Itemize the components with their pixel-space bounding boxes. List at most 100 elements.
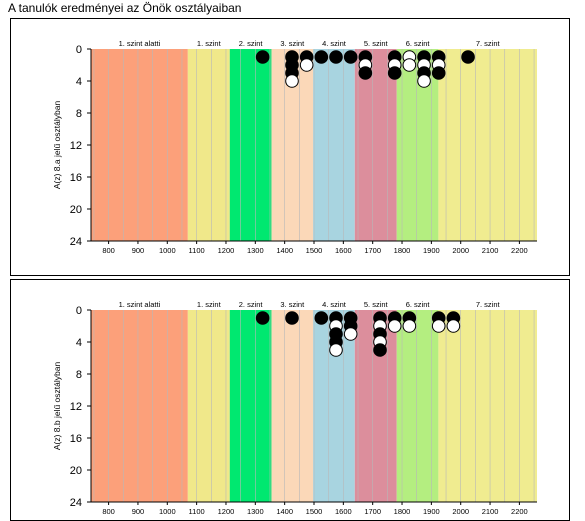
- x-tick-label: 1700: [364, 507, 381, 516]
- band-5: [313, 49, 355, 241]
- x-tick-label: 1500: [306, 246, 323, 255]
- x-tick-label: 1800: [394, 507, 411, 516]
- x-tick-label: 1800: [394, 246, 411, 255]
- y-tick-label: 0: [76, 44, 82, 56]
- band-3: [229, 310, 272, 502]
- grid-lines: [93, 310, 535, 502]
- student-point: [387, 66, 402, 80]
- chart-panel-8b: 1. szint alatti 1. szint 2. szint 3. szint 4…: [10, 279, 570, 521]
- band-label: 6. szint: [406, 39, 431, 48]
- student-point: [387, 319, 402, 333]
- band-label: 1. szint: [197, 300, 222, 309]
- band-label: 1. szint: [197, 39, 222, 48]
- student-point: [255, 311, 270, 325]
- band-6: [354, 49, 397, 241]
- band-label: 3. szint: [280, 39, 305, 48]
- x-tick-label: 1300: [247, 507, 264, 516]
- y-tick-label: 16: [70, 172, 82, 184]
- x-tick-label: 2000: [452, 246, 469, 255]
- y-tick-label: 12: [70, 401, 82, 413]
- y-axis-label: A(z) 8.a jelű osztályban: [52, 101, 62, 190]
- y-tick-label: 24: [70, 497, 82, 509]
- y-tick-label: 20: [70, 465, 82, 477]
- chart-panel-8a: 1. szint alatti 1. szint 2. szint 3. szint 4…: [10, 18, 570, 276]
- student-point: [431, 319, 446, 333]
- y-tick-label: 4: [76, 337, 82, 349]
- y-tick-label: 0: [76, 305, 82, 317]
- student-point: [285, 74, 299, 88]
- student-point: [329, 343, 343, 357]
- x-tick-label: 1600: [335, 507, 352, 516]
- band-2: [187, 310, 230, 502]
- student-point: [358, 66, 373, 80]
- x-tick-label: 1500: [306, 507, 323, 516]
- y-axis-label: A(z) 8.b jelű osztályban: [52, 362, 62, 451]
- student-point: [314, 50, 329, 64]
- y-tick-label: 4: [76, 76, 82, 88]
- x-tick-label: 800: [102, 507, 115, 516]
- x-tick-label: 2000: [452, 507, 469, 516]
- student-point: [255, 50, 270, 64]
- y-tick-label: 8: [76, 369, 82, 381]
- x-tick-label: 1300: [247, 246, 264, 255]
- student-point: [343, 327, 358, 341]
- band-label: 4. szint: [322, 300, 347, 309]
- band-label: 2. szint: [239, 300, 264, 309]
- student-point: [461, 50, 475, 64]
- student-point: [343, 50, 358, 64]
- band-7: [396, 49, 439, 241]
- band-1: [91, 49, 188, 241]
- x-tick-label: 800: [102, 246, 115, 255]
- chart-8a: 1. szint alatti 1. szint 2. szint 3. szint 4…: [52, 39, 537, 255]
- x-tick-label: 1900: [423, 246, 440, 255]
- band-label: 6. szint: [406, 300, 431, 309]
- x-tick-label: 1100: [189, 507, 205, 516]
- x-tick-label: 1600: [335, 246, 352, 255]
- student-point: [373, 343, 387, 357]
- x-tick-label: 1200: [218, 507, 235, 516]
- student-point: [402, 58, 417, 72]
- student-point: [431, 66, 446, 80]
- band-label: 3. szint: [280, 300, 305, 309]
- student-point: [446, 319, 461, 333]
- band-8: [438, 310, 537, 502]
- band-label: 5. szint: [364, 300, 389, 309]
- band-label: 5. szint: [364, 39, 389, 48]
- x-tick-label: 900: [132, 507, 145, 516]
- grid-lines: [93, 49, 535, 241]
- band-1: [91, 310, 188, 502]
- page-title: A tanulók eredményei az Önök osztályaiba…: [8, 1, 242, 15]
- y-tick-label: 8: [76, 108, 82, 120]
- x-tick-label: 1400: [276, 507, 293, 516]
- student-point: [402, 319, 417, 333]
- x-tick-label: 1200: [218, 246, 235, 255]
- chart-8b: 1. szint alatti 1. szint 2. szint 3. szint 4…: [52, 300, 537, 516]
- x-tick-label: 1700: [364, 246, 381, 255]
- student-point: [285, 311, 299, 325]
- x-tick-label: 1400: [276, 246, 293, 255]
- x-tick-label: 2100: [482, 246, 499, 255]
- student-point: [417, 74, 431, 88]
- band-label: 7. szint: [476, 300, 501, 309]
- band-2: [187, 49, 230, 241]
- x-tick-label: 1100: [189, 246, 205, 255]
- band-7: [396, 310, 439, 502]
- band-label: 2. szint: [239, 39, 264, 48]
- x-tick-label: 1000: [159, 246, 176, 255]
- y-tick-label: 16: [70, 433, 82, 445]
- x-tick-label: 2200: [511, 507, 528, 516]
- y-tick-label: 24: [70, 236, 82, 248]
- band-label: 4. szint: [322, 39, 347, 48]
- band-3: [229, 49, 272, 241]
- x-tick-label: 2200: [511, 246, 528, 255]
- student-point: [314, 311, 329, 325]
- y-tick-label: 20: [70, 204, 82, 216]
- y-tick-label: 12: [70, 140, 82, 152]
- band-label: 7. szint: [476, 39, 501, 48]
- student-point: [329, 50, 343, 64]
- band-8: [438, 49, 537, 241]
- x-tick-label: 1000: [159, 507, 176, 516]
- x-tick-label: 1900: [423, 507, 440, 516]
- x-tick-label: 2100: [482, 507, 499, 516]
- student-point: [299, 58, 314, 72]
